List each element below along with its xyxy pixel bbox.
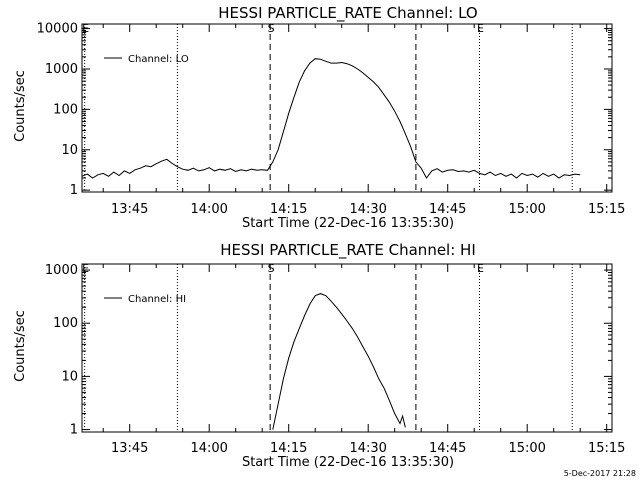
panel-lo-plot-area: 1 10 100 1000 10000 13:45 14:00 14:15 14:30 14:45… — [37, 22, 626, 217]
panel-lo-title: HESSI PARTICLE_RATE Channel: LO — [218, 4, 477, 23]
lo-x-tick-label: 14:15 — [270, 202, 307, 217]
lo-y-tick-label: 10000 — [37, 22, 78, 37]
hi-y-tick-label: 1000 — [45, 263, 78, 278]
timestamp: 5-Dec-2017 21:28 — [564, 469, 636, 478]
lo-y-tick-label: 1000 — [45, 62, 78, 77]
panel-lo-xlabel: Start Time (22-Dec-16 13:35:30) — [242, 216, 454, 231]
panel-hi-plot-area: 1 10 100 1000 13:45 14:00 14:15 14:30 14:45 15:00… — [45, 262, 626, 456]
lo-y-tick-label: 100 — [53, 102, 78, 117]
panel-hi-title: HESSI PARTICLE_RATE Channel: HI — [220, 241, 476, 260]
hi-x-tick-label: 14:45 — [429, 441, 466, 456]
panel-hi-xlabel: Start Time (22-Dec-16 13:35:30) — [242, 455, 454, 470]
hi-x-tick-label: 15:00 — [508, 441, 545, 456]
panel-hi: HESSI PARTICLE_RATE Channel: HI Start Ti… — [13, 241, 625, 470]
hi-y-tick-label: 1 — [70, 423, 78, 438]
hi-y-tick-label: 10 — [61, 369, 78, 384]
lo-marker-label: S — [268, 22, 275, 35]
hi-x-tick-label: 14:00 — [190, 441, 227, 456]
lo-x-tick-label: 15:15 — [588, 202, 625, 217]
lo-series-line-0 — [81, 58, 581, 179]
panel-lo-ylabel: Counts/sec — [13, 70, 28, 142]
hi-x-tick-label: 13:45 — [111, 441, 148, 456]
hi-marker-label: E — [477, 262, 484, 275]
lo-y-tick-label: 1 — [70, 183, 78, 198]
lo-x-tick-label: 15:00 — [508, 202, 545, 217]
hi-x-tick-label: 14:15 — [270, 441, 307, 456]
lo-plot-frame — [81, 23, 613, 193]
hi-x-tick-label: 15:15 — [588, 441, 625, 456]
panel-lo-legend-label: Channel: LO — [128, 54, 189, 65]
panel-hi-ylabel: Counts/sec — [13, 310, 28, 382]
hi-x-tick-label: 14:30 — [349, 441, 386, 456]
hi-series-line-0 — [272, 293, 406, 430]
lo-x-tick-label: 14:45 — [429, 202, 466, 217]
lo-marker-label: E — [82, 22, 89, 35]
panel-hi-legend-label: Channel: HI — [128, 294, 186, 305]
lo-x-tick-label: 13:45 — [111, 202, 148, 217]
lo-x-tick-label: 14:00 — [190, 202, 227, 217]
hi-y-tick-label: 100 — [53, 316, 78, 331]
hi-marker-label: S — [268, 262, 275, 275]
panel-lo: HESSI PARTICLE_RATE Channel: LO Start Ti… — [13, 4, 625, 231]
lo-x-tick-label: 14:30 — [349, 202, 386, 217]
hi-marker-label: E — [82, 262, 89, 275]
hi-plot-frame — [81, 263, 613, 433]
lo-y-tick-label: 10 — [61, 143, 78, 158]
lo-marker-label: E — [477, 22, 484, 35]
